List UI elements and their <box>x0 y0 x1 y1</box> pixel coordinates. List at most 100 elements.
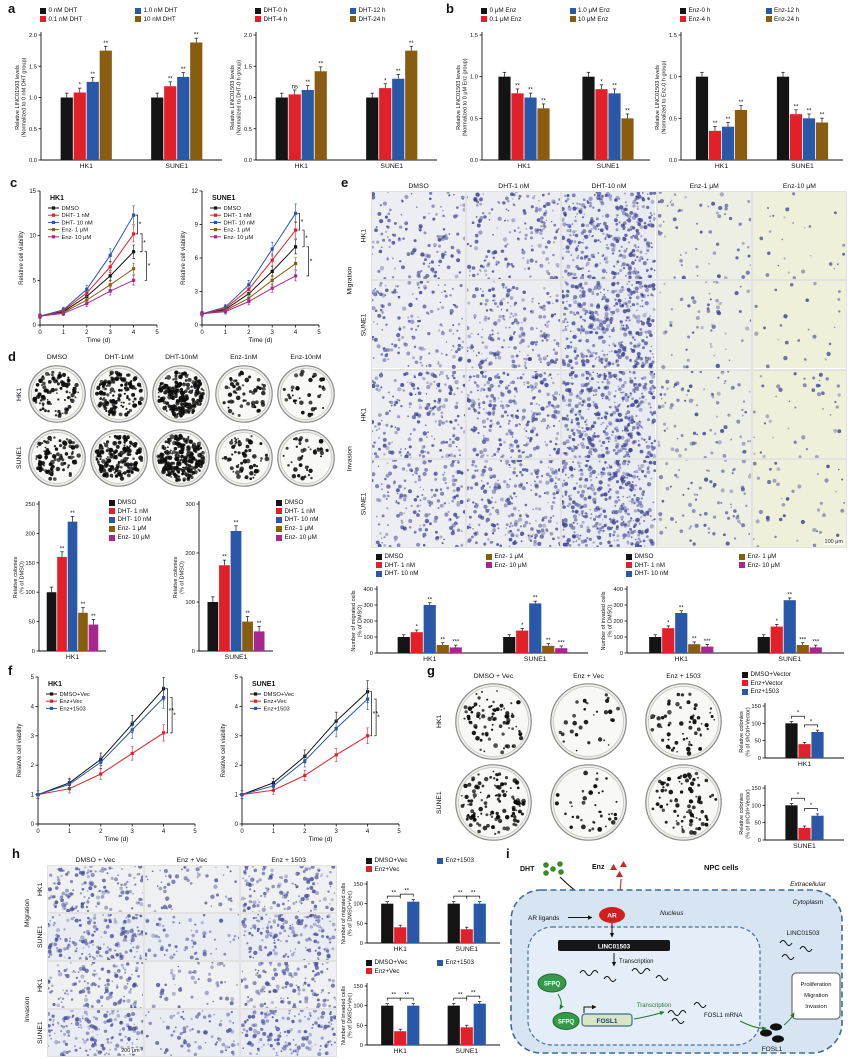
svg-text:*: * <box>301 219 304 226</box>
legend-swatch <box>742 680 748 687</box>
assay-image <box>561 458 657 549</box>
column-header: Enz + Vec <box>176 857 208 864</box>
row-label: SUNE1 <box>37 925 44 949</box>
svg-text:(% of DMSO): (% of DMSO) <box>20 561 26 594</box>
svg-text:**: ** <box>60 546 65 552</box>
legend-swatch <box>135 7 141 14</box>
svg-text:HK1: HK1 <box>715 163 728 170</box>
assay-image <box>751 280 847 370</box>
stained-cells-image <box>372 459 466 547</box>
assay-image <box>143 961 241 1009</box>
stained-cells-image <box>467 459 561 547</box>
column-header: Enz + Vec <box>573 673 604 680</box>
legend-swatch <box>437 959 443 966</box>
column-header: DMSO <box>46 354 68 361</box>
stained-cells-image <box>657 459 751 547</box>
legend-swatch <box>135 16 141 23</box>
sfpq-promoter-complex <box>552 1012 580 1030</box>
legend-label: Enz+1503 <box>445 857 475 864</box>
stained-cells-image <box>48 962 143 1008</box>
column-header: DHT-1nM <box>104 354 134 361</box>
svg-text:2.0: 2.0 <box>244 33 252 39</box>
legend-swatch <box>680 16 686 23</box>
legend-item: Enz-24 h <box>765 16 846 23</box>
row-label: HK1 <box>360 229 368 243</box>
svg-text:1: 1 <box>224 330 228 336</box>
legend-swatch <box>109 499 115 506</box>
svg-text:0.0: 0.0 <box>669 158 677 164</box>
outcome-invasion: Invasion <box>805 1004 827 1010</box>
legend-swatch <box>109 517 115 524</box>
legend-label: Enz+Vec <box>374 865 400 873</box>
promoter-arrow-icon <box>583 1004 597 1013</box>
assay-image <box>370 369 467 459</box>
svg-text:0: 0 <box>33 323 37 329</box>
panel-g-hk1-bar-chart: 0 50 100 150 Relative colonies (% of shCtrl+V… <box>738 697 846 769</box>
legend-swatch <box>366 959 372 966</box>
transcription2-label: Transcription <box>637 1003 671 1009</box>
panel-c-hk1-line-chart: 0 5 10 15 0 1 2 3 4 5 Time (d) Relative cell viabil… <box>16 185 174 345</box>
panel-h-image-grid: DMSO + Vec Enz + Vec Enz + 1503 Migration HK… <box>22 853 337 1057</box>
svg-text:1.5: 1.5 <box>470 33 478 39</box>
svg-text:**: ** <box>181 67 186 73</box>
legend-item: DHT-0 h <box>255 7 344 14</box>
legend-swatch <box>569 7 576 14</box>
svg-text:0.0: 0.0 <box>244 158 252 164</box>
legend-item: Enz+1503 <box>437 857 502 864</box>
legend-item: DHT- 10 nM <box>276 516 334 523</box>
legend-swatch <box>742 689 748 696</box>
legend-label: Enz- 10 μM <box>117 533 150 541</box>
stained-cells-image <box>241 914 336 960</box>
svg-text:DMSO: DMSO <box>62 206 80 212</box>
row-label: HK1 <box>37 882 44 896</box>
colony-dish-image <box>455 683 532 760</box>
stained-cells-image <box>48 866 143 912</box>
assay-image <box>561 280 657 370</box>
panel-e-invaded-bar-chart: DMSO DHT- 1 nM DHT- 10 nM Enz- 1 μM Enz- 10 … <box>600 551 846 664</box>
panel-i-label: i <box>506 846 510 861</box>
fosl1-gene-label: FOSL1 <box>597 1018 618 1025</box>
colony-dish-image <box>455 764 532 841</box>
assay-image <box>656 190 752 281</box>
svg-text:**: ** <box>70 511 75 517</box>
stained-cells-image <box>562 192 656 280</box>
assay-image <box>370 458 467 549</box>
panel-d-sune1-bar-chart: DMSO DHT- 1 nM DHT- 10 nM Enz- 1 μM Enz- 10 … <box>172 495 335 662</box>
legend-swatch <box>366 866 372 873</box>
svg-text:**: ** <box>528 88 533 94</box>
legend-item: Enz- 1 μM <box>109 525 167 532</box>
legend-label: 0 nM DHT <box>48 7 78 14</box>
svg-text:0.5: 0.5 <box>669 117 677 123</box>
svg-text:0: 0 <box>192 649 195 655</box>
assay-image <box>370 190 467 281</box>
assay-image <box>143 1009 241 1057</box>
legend-swatch <box>350 7 356 14</box>
svg-text:1.0: 1.0 <box>669 75 677 81</box>
colony-dish <box>542 682 635 761</box>
colony-dish-image <box>152 365 211 423</box>
assay-image <box>143 913 241 961</box>
transcription-label: Transcription <box>619 959 653 965</box>
legend-swatch <box>109 534 115 541</box>
column-header: DMSO <box>408 183 429 190</box>
svg-text:3: 3 <box>109 330 113 336</box>
svg-text:**: ** <box>257 621 262 627</box>
colony-dish <box>637 682 730 761</box>
svg-text:**: ** <box>713 121 718 127</box>
colony-dish <box>276 363 336 425</box>
colony-dish <box>214 363 274 425</box>
legend-label: DHT- 10 nM <box>117 516 152 524</box>
panel-a-time-bar-chart: DHT-0 h DHT-4 h DHT-12 h DHT-24 h 0.0 0.5 1.0 1… <box>229 5 439 171</box>
legend-swatch <box>276 534 282 541</box>
svg-text:DHT- 10 nM: DHT- 10 nM <box>62 220 93 226</box>
svg-text:*: * <box>384 79 387 85</box>
panel-c-sune1-line-chart: 0 3 6 9 12 0 1 2 3 4 5 Time (d) Relative cell viabil… <box>178 185 336 345</box>
stained-cells-image <box>562 370 656 458</box>
colony-dish-image <box>277 429 335 487</box>
